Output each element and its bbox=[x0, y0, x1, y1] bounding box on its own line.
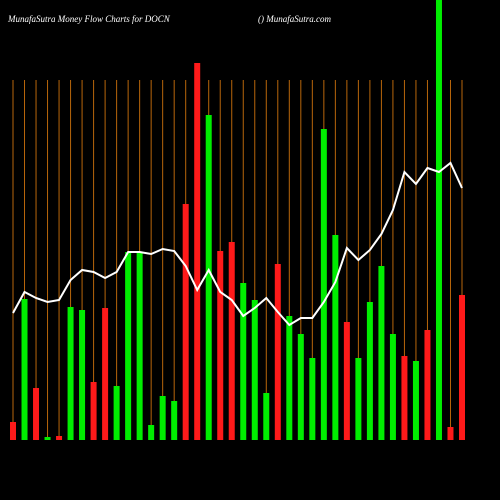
bar bbox=[401, 356, 408, 440]
bar bbox=[378, 266, 385, 440]
bar bbox=[102, 308, 109, 440]
bar bbox=[251, 300, 258, 440]
bar bbox=[67, 307, 74, 440]
bar bbox=[10, 422, 16, 440]
bar bbox=[412, 361, 419, 440]
trend-line bbox=[12, 161, 463, 327]
bar bbox=[389, 334, 396, 440]
bar bbox=[320, 129, 327, 440]
bar bbox=[286, 316, 293, 440]
bar bbox=[113, 386, 120, 440]
bar bbox=[424, 330, 431, 440]
bar bbox=[274, 264, 281, 440]
bar bbox=[33, 388, 40, 440]
bar bbox=[447, 427, 454, 440]
bar bbox=[79, 310, 86, 440]
chart-subtitle: () MunafaSutra.com bbox=[258, 14, 331, 24]
bar bbox=[136, 252, 143, 440]
bar bbox=[355, 358, 362, 440]
bar bbox=[90, 382, 97, 440]
bar bbox=[297, 334, 304, 440]
chart-title: MunafaSutra Money Flow Charts for DOCN bbox=[7, 14, 171, 24]
bar bbox=[366, 302, 373, 440]
bar bbox=[459, 295, 465, 440]
bar bbox=[343, 322, 350, 440]
bar bbox=[240, 283, 247, 440]
bar bbox=[148, 425, 155, 440]
bar bbox=[194, 63, 201, 440]
bar bbox=[205, 115, 212, 440]
bar bbox=[228, 242, 235, 440]
bar bbox=[309, 358, 316, 440]
bar bbox=[21, 299, 28, 440]
bar bbox=[435, 0, 442, 440]
bar bbox=[56, 436, 63, 440]
bar bbox=[159, 396, 166, 440]
bar bbox=[263, 393, 270, 440]
bar bbox=[182, 204, 189, 440]
bar bbox=[44, 437, 51, 440]
bar bbox=[125, 252, 132, 440]
bar bbox=[217, 251, 224, 440]
bar bbox=[171, 401, 178, 440]
bar bbox=[332, 235, 339, 440]
